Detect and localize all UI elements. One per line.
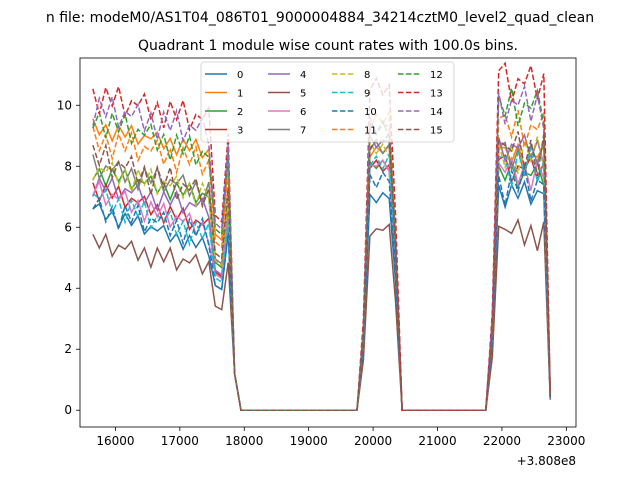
x-tick-label: 21000	[418, 434, 456, 448]
series-line-8	[92, 136, 551, 411]
y-tick-label: 6	[64, 220, 72, 234]
x-tick-label: 16000	[96, 434, 134, 448]
series-line-3	[92, 154, 551, 411]
legend-label-2: 2	[237, 107, 243, 118]
x-tick-label: 17000	[161, 434, 199, 448]
x-tick-label: 19000	[290, 434, 328, 448]
x-tick-label: 20000	[354, 434, 392, 448]
legend-label-10: 10	[364, 107, 377, 118]
x-offset-label: +3.808e8	[517, 454, 576, 468]
x-tick-label: 18000	[225, 434, 263, 448]
legend-box	[200, 61, 455, 143]
series-line-1	[92, 118, 551, 411]
axes-layer: 16000 17000 18000 19000 20000 21000 22000 23000…	[57, 57, 585, 448]
legend-label-6: 6	[300, 107, 306, 118]
legend-label-0: 0	[237, 70, 243, 81]
y-tick-label: 8	[64, 159, 72, 173]
series-line-11	[92, 109, 551, 411]
legend-label-8: 8	[364, 70, 370, 81]
legend-label-15: 15	[430, 126, 443, 137]
legend-label-14: 14	[430, 107, 443, 118]
series-line-5	[92, 217, 551, 411]
y-tick-label: 10	[57, 98, 72, 112]
legend-label-5: 5	[300, 89, 306, 100]
series-layer	[92, 61, 551, 411]
plot-frame	[79, 57, 577, 428]
series-line-4	[92, 132, 551, 411]
legend-label-3: 3	[237, 126, 243, 137]
chart-title: Quadrant 1 module wise count rates with …	[138, 38, 518, 54]
legend-label-9: 9	[364, 89, 370, 100]
legend-label-7: 7	[300, 126, 306, 137]
series-line-15	[92, 131, 551, 411]
legend-label-13: 13	[430, 89, 443, 100]
x-tick-label: 22000	[483, 434, 521, 448]
legend-label-12: 12	[430, 70, 443, 81]
y-tick-label: 0	[64, 403, 72, 417]
legend-label-1: 1	[237, 89, 243, 100]
legend-label-11: 11	[364, 126, 377, 137]
x-tick-label: 23000	[547, 434, 585, 448]
legend-label-4: 4	[300, 70, 306, 81]
series-line-10	[92, 165, 551, 411]
y-tick-label: 4	[64, 281, 72, 295]
y-tick-label: 2	[64, 342, 72, 356]
figure-suptitle: n file: modeM0/AS1T04_086T01_9000004884_…	[46, 10, 594, 26]
